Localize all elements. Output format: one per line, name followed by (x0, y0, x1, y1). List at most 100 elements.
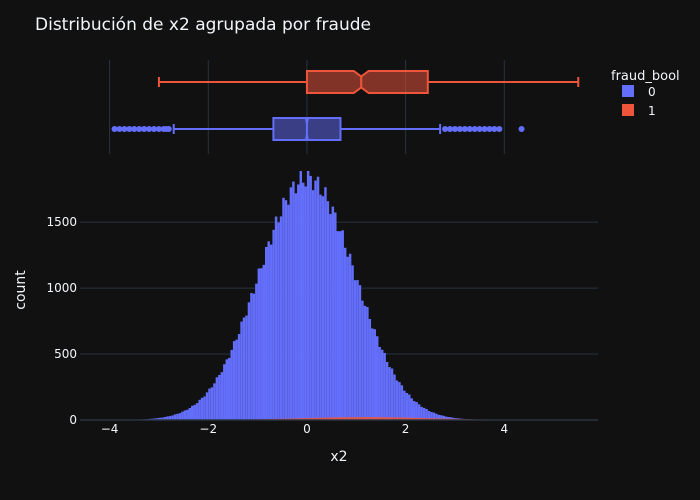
histogram-bar-0 (232, 341, 236, 420)
y-tick-label: 1000 (46, 281, 77, 295)
histogram-bar-0 (341, 230, 344, 420)
y-tick-label: 1500 (46, 215, 77, 229)
histogram-bar-0 (435, 413, 438, 420)
histogram-bar-0 (358, 285, 362, 420)
histogram-bar-0 (215, 377, 219, 420)
histogram-bar-0 (324, 187, 327, 420)
histogram-bar-1 (430, 418, 433, 420)
histogram-bar-1 (304, 418, 307, 420)
histogram-bar-0 (447, 417, 450, 420)
histogram-bar-0 (422, 407, 426, 420)
histogram-bar-0 (378, 346, 381, 420)
outlier-point (136, 126, 143, 132)
histogram-bar-1 (410, 417, 413, 420)
outlier-point (146, 126, 153, 132)
histogram-bar-0 (326, 201, 330, 420)
histogram-bar-0 (252, 293, 256, 420)
legend-swatch-1 (622, 104, 634, 116)
histogram-bar-0 (450, 417, 453, 420)
histogram-bar-0 (163, 416, 167, 420)
histogram-bar-0 (195, 403, 199, 420)
histogram-bar-1 (334, 417, 337, 420)
histogram-bar-1 (339, 417, 342, 420)
histogram-bar-0 (223, 364, 226, 420)
histogram-bar-0 (220, 372, 224, 420)
boxplot-0[interactable] (111, 117, 525, 141)
histogram-bar-0 (292, 181, 295, 420)
histogram-bar-1 (348, 417, 352, 420)
histogram-bar-1 (383, 417, 386, 420)
outlier-point (456, 126, 463, 132)
histogram-bar-0 (193, 404, 196, 420)
outlier-point (491, 126, 498, 132)
histogram-bar-0 (181, 411, 184, 420)
outlier-point (141, 126, 148, 132)
x-axis-label: x2 (330, 449, 347, 465)
histogram-bar-1 (366, 417, 369, 420)
histogram-bar-1 (314, 417, 317, 420)
histogram-bar-0 (282, 197, 285, 420)
histogram-bar-1 (343, 417, 347, 420)
histogram-bar-0 (294, 193, 298, 420)
histogram-bar-1 (398, 417, 401, 420)
histogram-bar-0 (228, 357, 231, 420)
histogram-bar-0 (385, 361, 389, 420)
histogram-bar-0 (213, 383, 216, 420)
histogram-bar-1 (361, 417, 364, 420)
histogram-bar-0 (430, 412, 433, 420)
histogram-bar-1 (309, 418, 312, 420)
outlier-point (518, 126, 525, 132)
histogram-bar-1 (353, 417, 357, 420)
y-tick-label: 500 (54, 347, 77, 361)
histogram-bar-1 (385, 417, 389, 420)
histogram-bar-0 (265, 246, 268, 420)
histogram-panel[interactable] (114, 170, 537, 420)
outlier-point (111, 126, 118, 132)
histogram-bar-0 (339, 231, 342, 420)
histogram-bar-1 (326, 417, 330, 420)
histogram-bar-0 (183, 410, 187, 420)
histogram-bar-0 (262, 264, 265, 420)
histogram-bar-0 (405, 392, 409, 420)
histogram-bar-0 (247, 302, 251, 420)
histogram-bar-0 (186, 409, 189, 420)
histogram-bar-1 (403, 417, 406, 420)
histogram-bar-1 (422, 418, 426, 420)
histogram-bar-0 (395, 380, 399, 420)
boxplot-panel[interactable] (111, 70, 580, 141)
box-body (305, 70, 429, 94)
legend-item-1[interactable]: 1 (622, 104, 656, 118)
histogram-bar-1 (400, 417, 404, 420)
histogram-bar-0 (203, 396, 206, 420)
histogram-bar-1 (427, 418, 431, 420)
histogram-bar-0 (304, 186, 307, 420)
histogram-bar-0 (154, 418, 157, 420)
histogram-bar-1 (294, 418, 298, 420)
histogram-bar-1 (432, 418, 436, 420)
histogram-bar-0 (200, 397, 204, 420)
histogram-bar-1 (378, 417, 381, 420)
histogram-bar-0 (267, 241, 270, 420)
histogram-bar-0 (191, 405, 194, 420)
histogram-bar-1 (358, 417, 362, 420)
histogram-bar-1 (331, 417, 335, 420)
histogram-bar-0 (161, 417, 164, 420)
histogram-bar-0 (403, 390, 406, 420)
histogram-bar-0 (173, 414, 177, 420)
legend-item-0[interactable]: 0 (622, 85, 656, 99)
boxplot-1[interactable] (157, 70, 580, 94)
histogram-bar-0 (316, 176, 320, 420)
histogram-bar-0 (368, 318, 372, 420)
histogram-bar-0 (205, 392, 209, 420)
histogram-bar-0 (178, 413, 182, 420)
y-axis-label: count (13, 270, 29, 310)
outlier-point (461, 126, 468, 132)
histogram-bar-0 (287, 204, 290, 420)
histogram-bar-1 (311, 417, 315, 420)
histogram-bar-0 (393, 374, 396, 420)
histogram-bar-1 (388, 417, 391, 420)
histogram-bar-0 (432, 412, 436, 420)
histogram-bar-0 (321, 196, 325, 420)
histogram-bar-0 (334, 212, 337, 420)
